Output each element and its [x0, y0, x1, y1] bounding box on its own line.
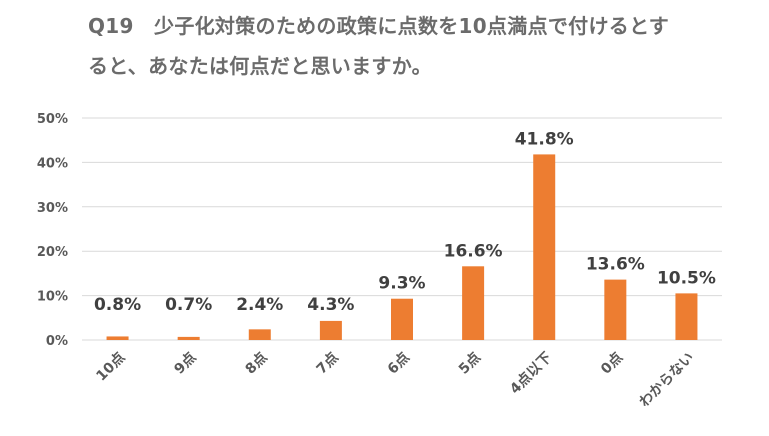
data-label: 4.3% [307, 295, 354, 315]
x-category-label: 8点 [242, 349, 271, 378]
x-category-label: わからない [636, 350, 697, 411]
x-category-label: 4点以下 [506, 349, 555, 398]
y-tick-label: 30% [37, 201, 68, 216]
bar [177, 336, 200, 340]
x-category-label: 5点 [455, 349, 484, 378]
data-label: 41.8% [515, 129, 574, 149]
bar [319, 320, 342, 340]
data-label: 0.7% [165, 295, 212, 315]
x-category-label: 6点 [384, 349, 413, 378]
y-tick-label: 40% [37, 156, 68, 171]
data-labels: 0.8% 0.7% 2.4% 4.3% 9.3% 16.6% 41.8% 13.6% 10.5% [94, 129, 716, 315]
x-axis-categories: 10点 9点 8点 7点 6点 5点 4点以下 0点 わからない [93, 349, 698, 411]
bar [604, 279, 627, 340]
y-tick-label: 0% [46, 334, 68, 349]
bar [248, 329, 271, 340]
x-category-label: 0点 [597, 349, 626, 378]
chart-title-line-2: ると、あなたは何点だと思いますか。 [88, 54, 432, 78]
bar [533, 154, 556, 340]
y-tick-label: 50% [37, 112, 68, 127]
x-category-label: 9点 [171, 349, 200, 378]
data-label: 9.3% [378, 274, 425, 294]
y-tick-label: 20% [37, 245, 68, 260]
bar [106, 336, 129, 340]
bar [391, 298, 413, 340]
y-axis-ticks: 0% 10% 20% 30% 40% 50% [37, 112, 68, 349]
x-category-label: 7点 [313, 349, 342, 378]
bar [462, 266, 485, 340]
data-label: 10.5% [657, 268, 716, 288]
x-category-label: 10点 [93, 349, 129, 385]
y-tick-label: 10% [37, 290, 68, 305]
data-label: 2.4% [236, 295, 283, 315]
data-label: 16.6% [444, 241, 503, 261]
bars [106, 154, 698, 340]
bar [675, 293, 698, 340]
data-label: 0.8% [94, 295, 141, 315]
data-label: 13.6% [586, 255, 645, 275]
chart-title-line-1: Q19 少子化対策のための政策に点数を10点満点で付けるとす [88, 14, 670, 38]
